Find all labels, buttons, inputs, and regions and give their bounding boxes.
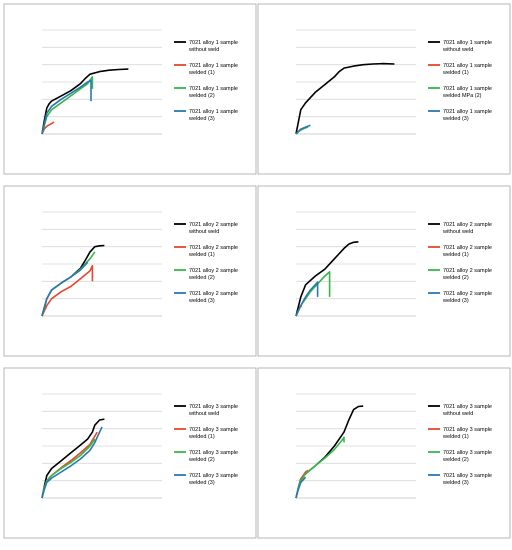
legend-entry-line: 7021 alloy 3 sample [443, 404, 492, 410]
legend-entry-line: 7021 alloy 1 sample [443, 40, 492, 46]
panel-frame [3, 3, 257, 175]
legend-entry: 7021 alloy 2 sample welded (2) [188, 268, 238, 281]
legend-entry: 7021 alloy 2 sample welded (1) [188, 245, 238, 258]
legend-entry-line: welded (1) [188, 252, 215, 258]
legend-entry-line: 7021 alloy 2 sample [443, 268, 492, 274]
series-line [41, 68, 129, 135]
legend-entry-line: welded (2) [442, 275, 469, 281]
legend-entry-line: without weld [188, 229, 219, 235]
legend-entry-line: welded (1) [442, 70, 469, 76]
legend-entry-line: 7021 alloy 2 sample [189, 268, 238, 274]
legend-entry: 7021 alloy 3 sample welded (1) [442, 427, 492, 440]
legend-entry-line: welded (3) [188, 116, 215, 122]
legend-entry: 7021 alloy 3 sample without weld [442, 404, 492, 417]
series-line [295, 281, 319, 317]
legend-entry: 7021 alloy 1 sample welded (2) [188, 86, 238, 99]
legend-entry: 7021 alloy 3 sample welded (3) [188, 473, 238, 486]
legend-entry-line: 7021 alloy 1 sample [189, 63, 238, 69]
legend-entry-line: 7021 alloy 3 sample [189, 427, 238, 433]
legend-entry: 7021 alloy 1 sample welded (1) [188, 63, 238, 76]
legend-entry-line: 7021 alloy 3 sample [443, 473, 492, 479]
legend-entry-line: 7021 alloy 3 sample [443, 450, 492, 456]
legend-entry: 7021 alloy 1 sample welded (1) [442, 63, 492, 76]
legend-entry: 7021 alloy 1 sample without weld [188, 40, 238, 53]
series-line [41, 79, 92, 135]
legend-entry: 7021 alloy 1 sample welded (3) [442, 109, 492, 122]
legend-entry-line: welded (3) [442, 480, 469, 486]
legend-entry-line: 7021 alloy 3 sample [189, 404, 238, 410]
legend-entry: 7021 alloy 1 sample welded (3) [188, 109, 238, 122]
series-line [295, 476, 307, 499]
legend-entry-line: welded (1) [188, 70, 215, 76]
legend-entry-line: 7021 alloy 3 sample [443, 427, 492, 433]
legend-entry-line: without weld [188, 47, 219, 53]
legend-entry-line: welded MPa (2) [442, 93, 482, 99]
legend-entry-line: welded (1) [188, 434, 215, 440]
legend-entry-line: without weld [442, 411, 473, 417]
legend-entry-line: 7021 alloy 2 sample [443, 291, 492, 297]
legend-entry: 7021 alloy 3 sample welded (2) [442, 450, 492, 463]
legend-entry: 7021 alloy 2 sample without weld [442, 222, 492, 235]
legend-entry-line: 7021 alloy 2 sample [189, 222, 238, 228]
panel-frame [257, 185, 511, 357]
series-line [41, 264, 94, 317]
legend-entry-line: 7021 alloy 2 sample [443, 222, 492, 228]
legend-entry: 7021 alloy 2 sample welded (3) [188, 291, 238, 304]
legend-entry-line: welded (3) [188, 480, 215, 486]
panel-frame [257, 3, 511, 175]
legend-entry-line: welded (2) [188, 275, 215, 281]
legend-entry: 7021 alloy 2 sample welded (2) [442, 268, 492, 281]
legend-entry-line: 7021 alloy 1 sample [189, 86, 238, 92]
series-line [295, 124, 311, 135]
series-line [295, 62, 395, 135]
legend-entry-line: 7021 alloy 1 sample [443, 63, 492, 69]
legend-entry: 7021 alloy 3 sample welded (2) [188, 450, 238, 463]
legend-entry-line: 7021 alloy 1 sample [443, 86, 492, 92]
panel-frame [257, 367, 511, 539]
series-line [295, 241, 359, 317]
legend-entry-line: without weld [442, 47, 473, 53]
legend-entry-line: 7021 alloy 1 sample [189, 40, 238, 46]
legend-entry-line: 7021 alloy 1 sample [189, 109, 238, 115]
legend-entry-line: welded (3) [188, 298, 215, 304]
legend-entry-line: welded (2) [188, 457, 215, 463]
legend-entry-line: 7021 alloy 2 sample [443, 245, 492, 251]
legend-entry-line: welded (3) [442, 298, 469, 304]
legend-entry: 7021 alloy 1 sample without weld [442, 40, 492, 53]
legend-entry-line: welded (1) [442, 434, 469, 440]
legend-entry-line: 7021 alloy 2 sample [189, 245, 238, 251]
legend-entry-line: welded (3) [442, 116, 469, 122]
series-line [41, 418, 105, 499]
panel-frame [3, 185, 257, 357]
legend-entry-line: welded (2) [188, 93, 215, 99]
legend-entry-line: without weld [188, 411, 219, 417]
legend-entry-line: 7021 alloy 1 sample [443, 109, 492, 115]
series-line [41, 426, 103, 499]
legend-entry: 7021 alloy 2 sample welded (3) [442, 291, 492, 304]
legend-entry-line: 7021 alloy 2 sample [189, 291, 238, 297]
legend-entry: 7021 alloy 2 sample welded (1) [442, 245, 492, 258]
legend-entry-line: 7021 alloy 3 sample [189, 450, 238, 456]
panel-frame [3, 367, 257, 539]
legend-entry: 7021 alloy 3 sample welded (1) [188, 427, 238, 440]
series-line [41, 261, 89, 317]
legend-entry-line: welded (1) [442, 252, 469, 258]
legend-entry: 7021 alloy 3 sample without weld [188, 404, 238, 417]
legend-entry-line: welded (2) [442, 457, 469, 463]
legend-entry: 7021 alloy 2 sample without weld [188, 222, 238, 235]
legend-entry-line: 7021 alloy 3 sample [189, 473, 238, 479]
legend-entry-line: without weld [442, 229, 473, 235]
legend-entry: 7021 alloy 1 sample welded MPa (2) [442, 86, 492, 99]
legend-entry: 7021 alloy 3 sample welded (3) [442, 473, 492, 486]
